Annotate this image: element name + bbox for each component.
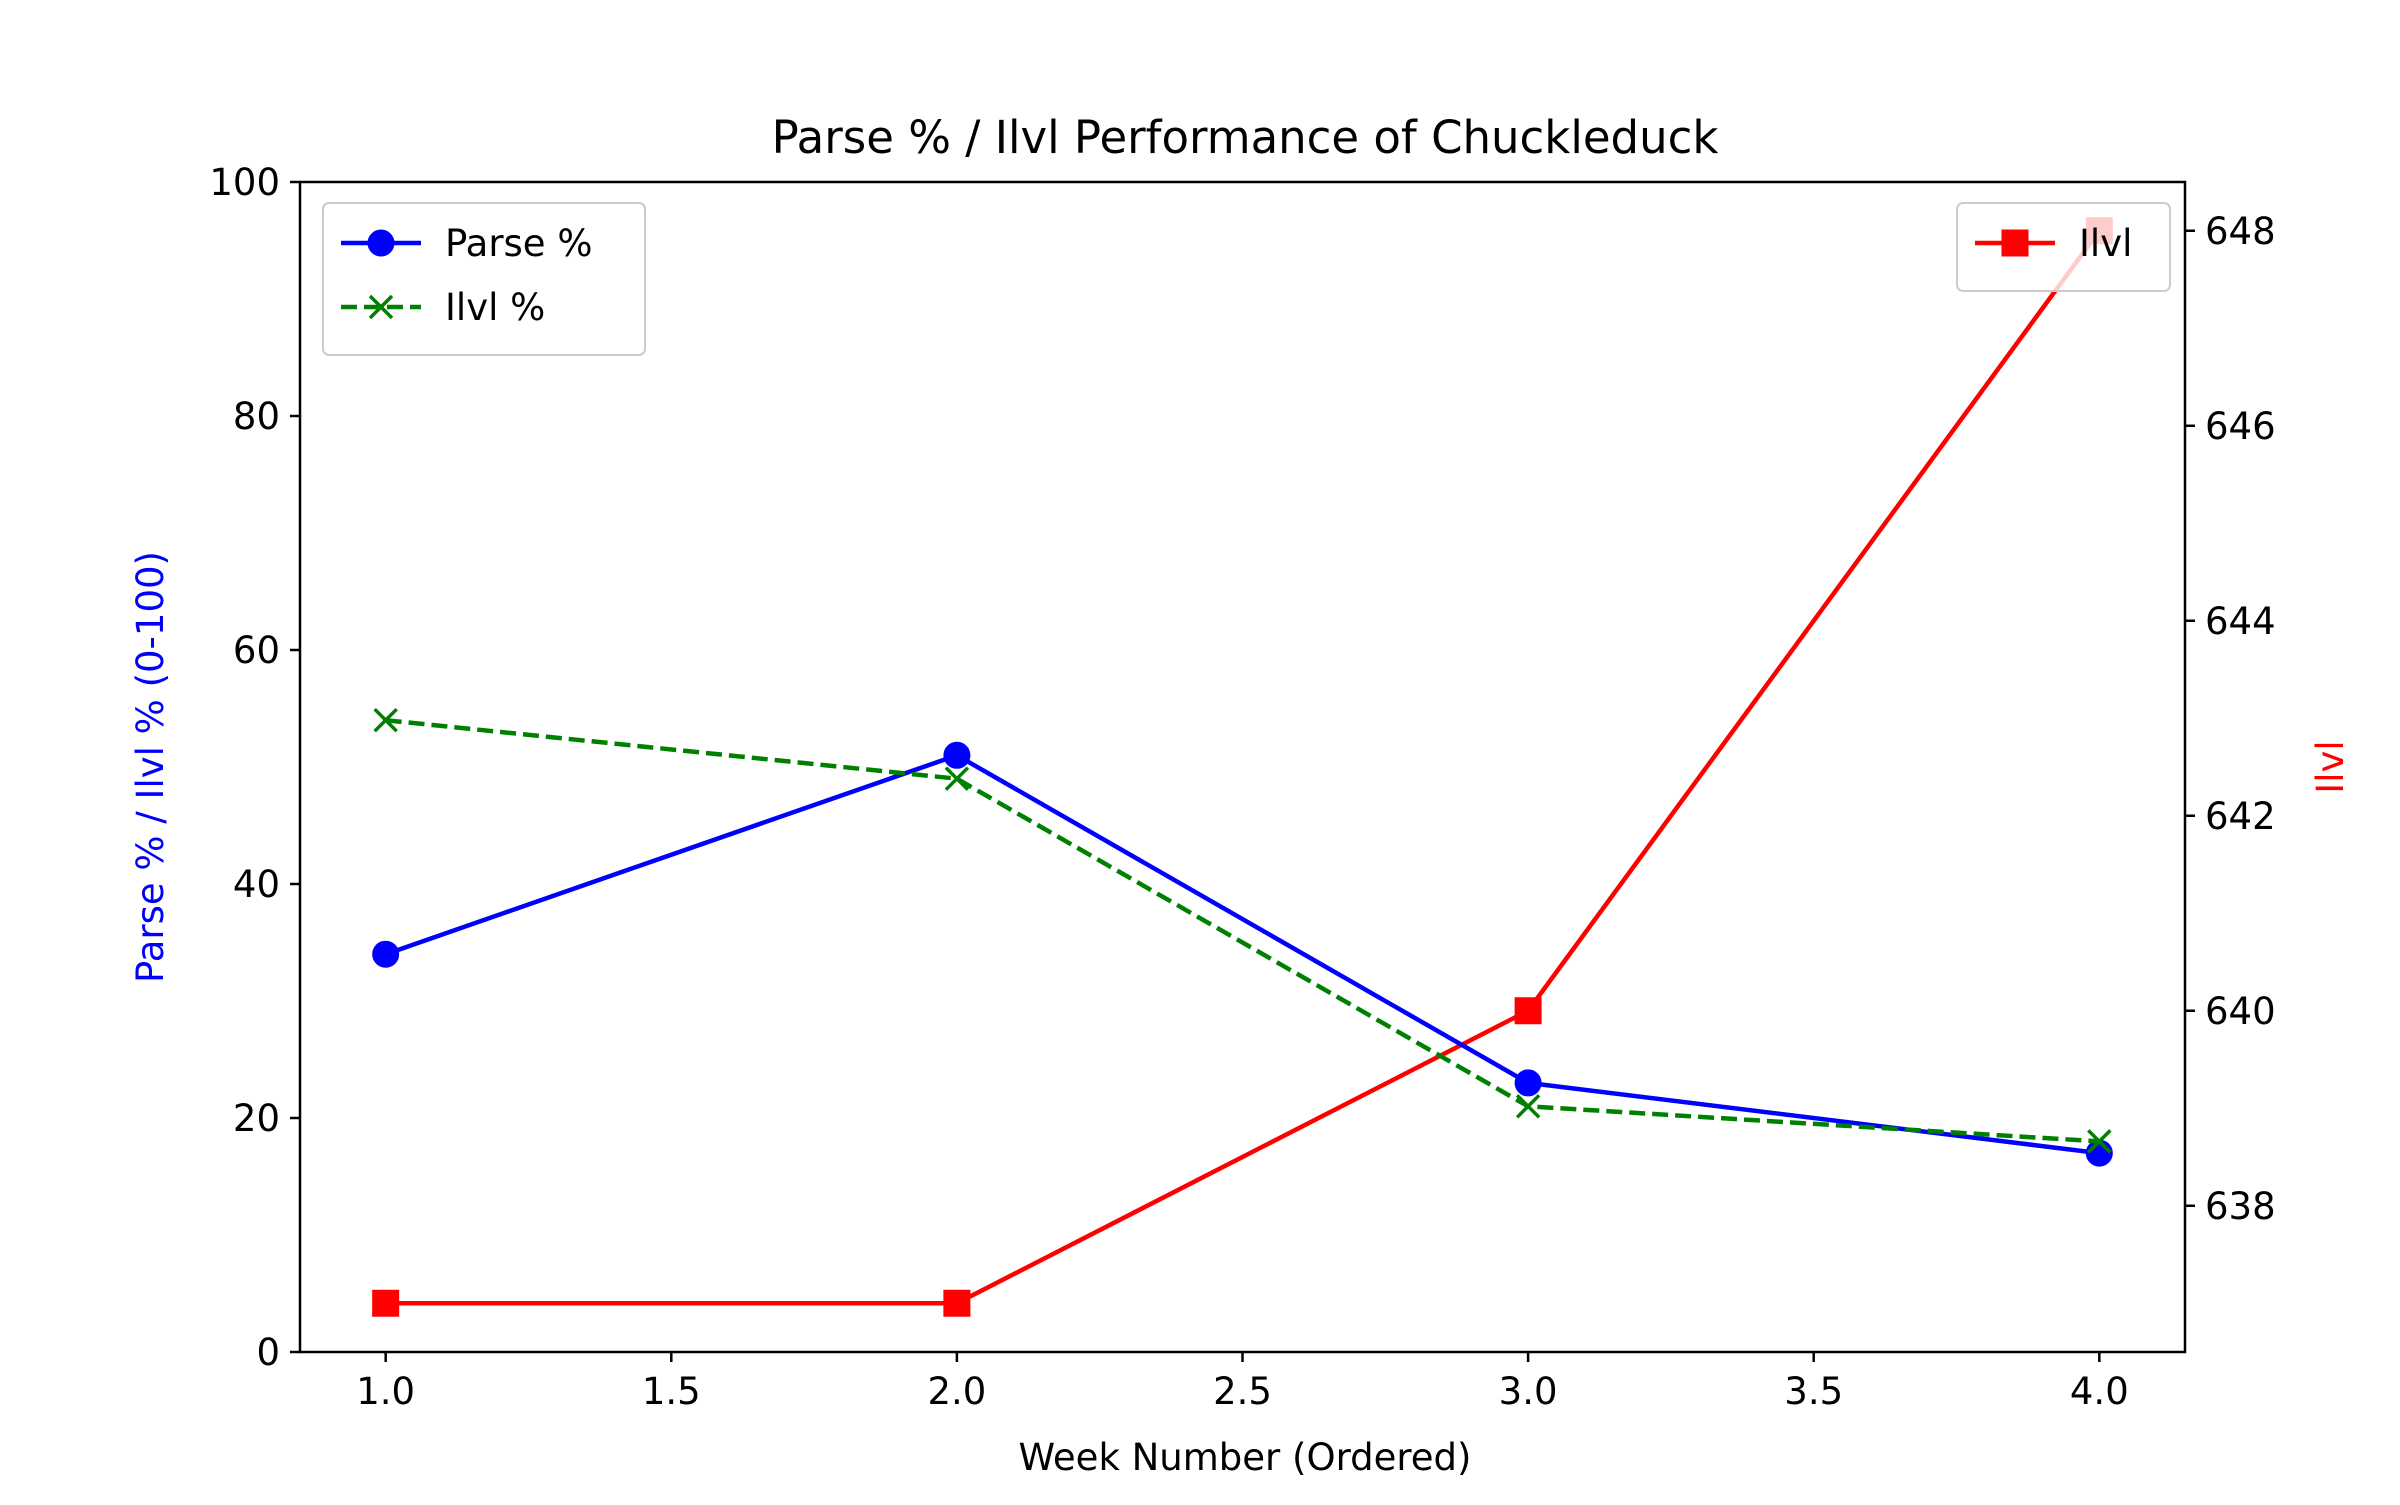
y-right-tick-label: 642 bbox=[2205, 795, 2276, 838]
parse-pct-point bbox=[372, 940, 400, 968]
ilvl-pct-point bbox=[1515, 1094, 1541, 1119]
x-tick-label: 4.0 bbox=[2070, 1370, 2129, 1413]
y-right-tick-label: 646 bbox=[2205, 405, 2276, 448]
x-tick-label: 3.0 bbox=[1499, 1370, 1558, 1413]
parse-pct-line bbox=[384, 753, 2100, 1156]
legend-ilvl-pct-label: Ilvl % bbox=[445, 286, 545, 329]
parse-pct-point bbox=[2085, 1139, 2113, 1167]
y-right-tick-label: 644 bbox=[2205, 600, 2276, 643]
y-left-tick-label: 100 bbox=[209, 161, 280, 204]
legend-ilvl-pct-point bbox=[368, 294, 394, 320]
series-ilvl-pct bbox=[373, 707, 2112, 1154]
ticks-layer: 1.0 1.5 2.0 2.5 3.0 3.5 4.0 0 20 40 60 80 100 638 640 6… bbox=[209, 161, 2275, 1413]
y-left-tick-label: 20 bbox=[233, 1097, 280, 1140]
legend-frame bbox=[1956, 202, 2171, 292]
chart-title: Parse % / Ilvl Performance of Chuckleduc… bbox=[772, 111, 1719, 164]
ilvl-pct-line bbox=[385, 717, 2100, 1144]
legend-ilvl-point bbox=[2001, 229, 2029, 257]
x-axis-title: Week Number (Ordered) bbox=[1019, 1436, 1472, 1479]
ilvl-pct-point bbox=[944, 766, 970, 791]
x-tick-label: 2.5 bbox=[1213, 1370, 1272, 1413]
legend-parse-pct-point bbox=[367, 229, 395, 257]
y-left-tick-label: 40 bbox=[233, 863, 280, 906]
ilvl-line bbox=[385, 229, 2102, 1306]
ilvl-point bbox=[943, 1289, 971, 1317]
plot-frame bbox=[298, 180, 2187, 1354]
ilvl-point bbox=[1514, 997, 1542, 1025]
y-axis-left-title: Parse % / Ilvl % (0-100) bbox=[129, 551, 172, 983]
series-layer bbox=[372, 217, 2113, 1317]
y-left-tick-label: 80 bbox=[233, 395, 280, 438]
y-right-tick-label: 640 bbox=[2205, 990, 2276, 1033]
legend-left: Parse % Ilvl % bbox=[322, 202, 646, 356]
legend-right: Ilvl bbox=[1956, 202, 2171, 292]
legend-ilvl-label: Ilvl bbox=[2079, 222, 2132, 265]
y-right-tick-label: 638 bbox=[2205, 1185, 2276, 1228]
ilvl-pct-point bbox=[2087, 1129, 2112, 1154]
y-right-tick-label: 648 bbox=[2205, 210, 2276, 253]
parse-pct-point bbox=[943, 741, 971, 769]
legend-parse-pct-label: Parse % bbox=[445, 222, 593, 265]
x-tick-label: 1.5 bbox=[642, 1370, 701, 1413]
ilvl-pct-point bbox=[373, 707, 398, 733]
y-left-tick-label: 60 bbox=[233, 629, 280, 672]
x-tick-label: 3.5 bbox=[1784, 1370, 1843, 1413]
x-tick-label: 2.0 bbox=[927, 1370, 986, 1413]
parse-pct-point bbox=[1514, 1069, 1542, 1097]
y-axis-right-title: Ilvl bbox=[2309, 740, 2352, 793]
y-left-tick-label: 0 bbox=[256, 1331, 280, 1374]
series-parse-pct bbox=[372, 741, 2113, 1167]
x-tick-label: 1.0 bbox=[356, 1370, 415, 1413]
ilvl-point bbox=[372, 1289, 400, 1317]
